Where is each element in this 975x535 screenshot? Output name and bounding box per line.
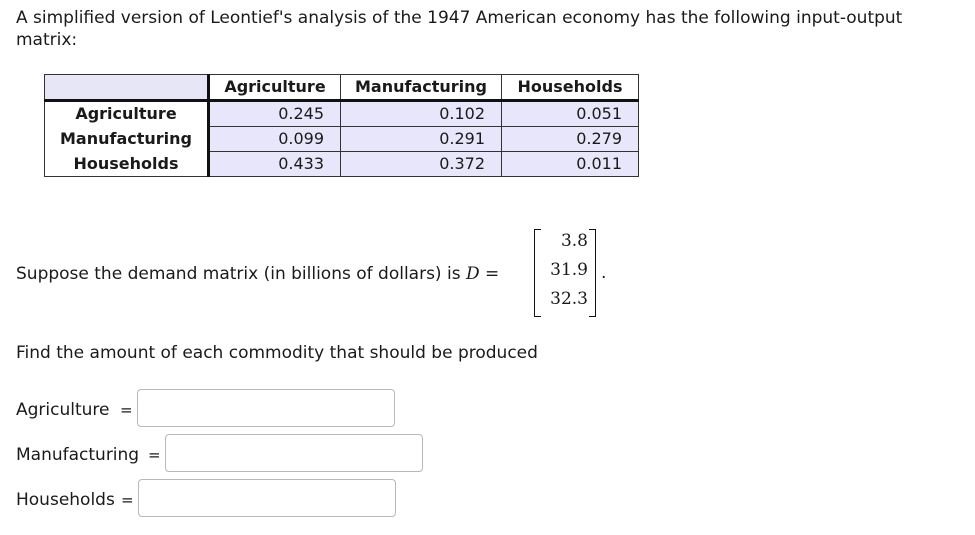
table-header-row: Agriculture Manufacturing Households <box>44 74 639 102</box>
table-cell: 0.102 <box>340 100 502 127</box>
table-cell: 0.372 <box>340 151 502 177</box>
households-label: Households <box>16 490 115 510</box>
table-row: Households 0.433 0.372 0.011 <box>44 151 639 177</box>
input-output-table: Agriculture Manufacturing Households Agr… <box>44 74 639 177</box>
demand-symbol: D = <box>465 264 500 284</box>
table-corner-cell <box>44 74 210 102</box>
equals-sign: = <box>148 446 161 464</box>
column-header: Manufacturing <box>340 74 502 102</box>
matrix-entry: 32.3 <box>550 289 588 309</box>
demand-sentence: Suppose the demand matrix (in billions o… <box>16 263 499 285</box>
matrix-period: . <box>601 263 607 283</box>
question-text: Find the amount of each commodity that s… <box>16 343 538 363</box>
manufacturing-input[interactable] <box>165 434 423 472</box>
table-cell: 0.051 <box>501 100 639 127</box>
table-cell: 0.011 <box>501 151 639 177</box>
table-cell: 0.245 <box>208 100 341 127</box>
agriculture-input[interactable] <box>137 389 395 427</box>
table-cell: 0.291 <box>340 126 502 152</box>
agriculture-label: Agriculture <box>16 400 110 420</box>
matrix-entry: 3.8 <box>560 231 588 251</box>
manufacturing-label: Manufacturing <box>16 445 140 465</box>
column-header: Households <box>501 74 639 102</box>
demand-matrix: 3.8 31.9 32.3 <box>534 229 596 317</box>
intro-text: A simplified version of Leontief's analy… <box>16 8 903 50</box>
demand-text: Suppose the demand matrix (in billions o… <box>16 264 461 284</box>
matrix-entry: 31.9 <box>550 260 588 280</box>
equals-sign: = <box>120 401 133 419</box>
table-row: Agriculture 0.245 0.102 0.051 <box>44 100 639 127</box>
row-header: Agriculture <box>44 100 210 127</box>
row-header: Manufacturing <box>44 126 210 152</box>
equals-sign: = <box>121 491 134 509</box>
row-header: Households <box>44 151 210 177</box>
table-cell: 0.099 <box>208 126 341 152</box>
matrix-right-bracket <box>589 229 596 317</box>
table-cell: 0.433 <box>208 151 341 177</box>
table-cell: 0.279 <box>501 126 639 152</box>
table-row: Manufacturing 0.099 0.291 0.279 <box>44 126 639 152</box>
column-header: Agriculture <box>208 74 341 102</box>
matrix-left-bracket <box>534 229 541 317</box>
households-input[interactable] <box>138 479 396 517</box>
